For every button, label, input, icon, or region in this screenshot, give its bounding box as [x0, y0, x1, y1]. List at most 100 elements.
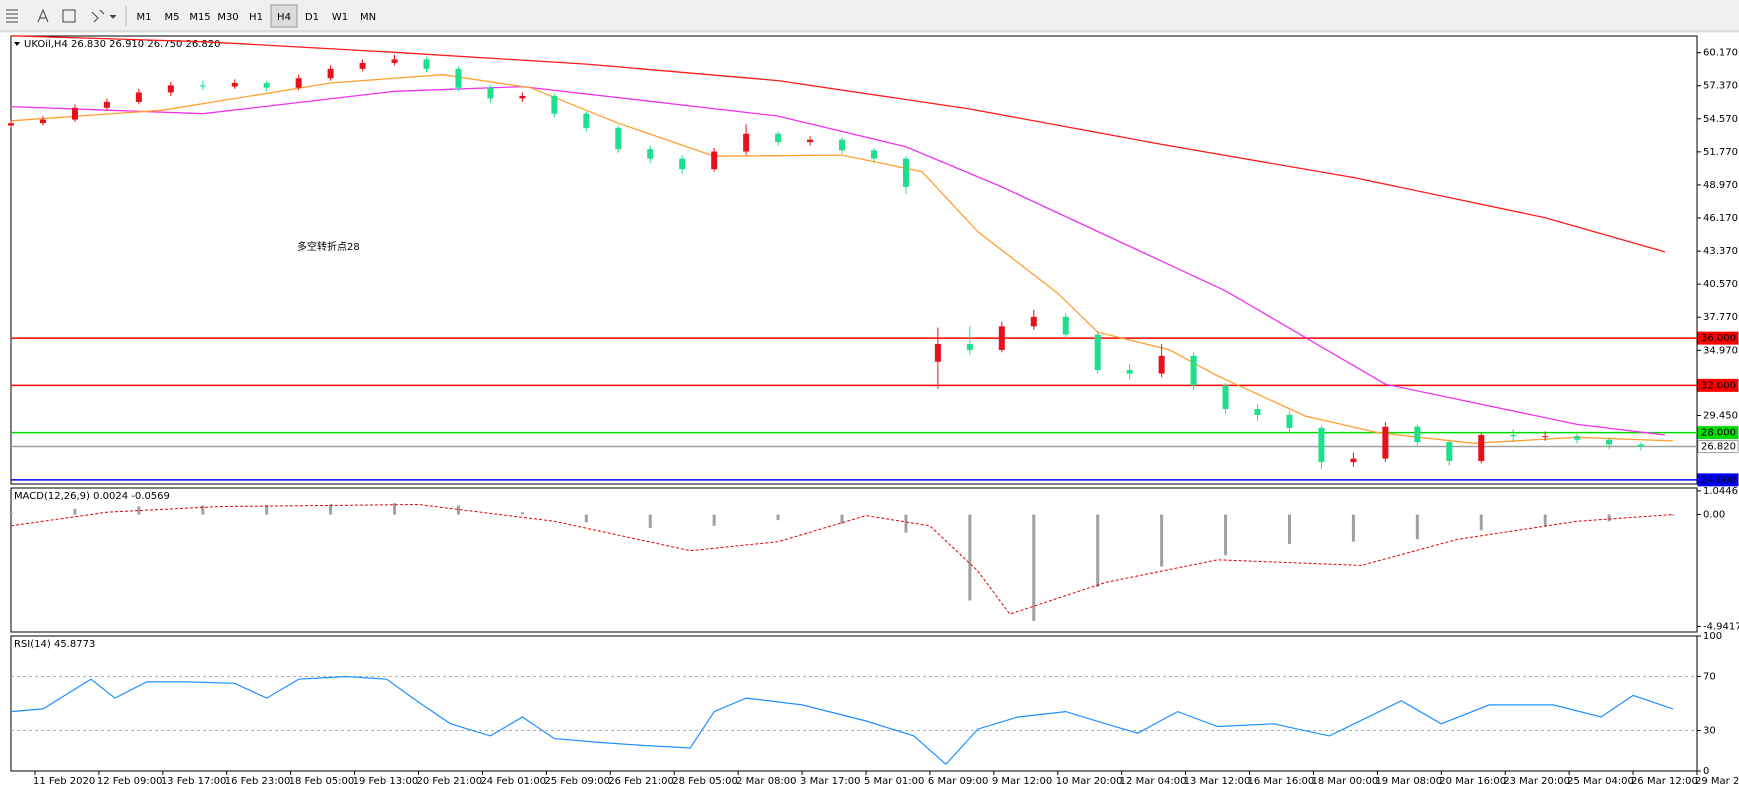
- candle-body: [1638, 444, 1645, 447]
- timeframe-label[interactable]: H4: [277, 12, 291, 23]
- dropdown[interactable]: [109, 14, 117, 19]
- timeframe-button[interactable]: [270, 4, 298, 28]
- timeframe-label[interactable]: M1: [137, 12, 152, 23]
- panel-title: RSI(14) 45.8773: [14, 639, 95, 650]
- candle-body: [231, 83, 238, 87]
- x-tick-label: 19 Feb 13:00: [353, 776, 419, 787]
- x-tick-label: 23 Mar 20:00: [1503, 776, 1570, 787]
- drawing-tools[interactable]: [6, 6, 127, 26]
- x-tick-label: 25 Mar 04:00: [1567, 776, 1634, 787]
- macd-bar: [648, 514, 652, 529]
- level-label-box: [1697, 440, 1739, 454]
- x-tick-label: 10 Mar 20:00: [1056, 776, 1123, 787]
- menu-icon[interactable]: [6, 9, 18, 23]
- timeframe-label[interactable]: M30: [217, 12, 238, 23]
- level-label-box: [1697, 426, 1739, 440]
- candle-body: [1414, 426, 1421, 443]
- macd-bar: [1543, 514, 1547, 526]
- macd-bar: [73, 508, 77, 515]
- candle-body: [1158, 355, 1165, 374]
- rsi-line: [10, 675, 1674, 766]
- candle-body: [679, 158, 686, 170]
- candle-body: [1030, 316, 1037, 327]
- x-tick-label: 24 Feb 01:00: [480, 776, 546, 787]
- candle-body: [1542, 436, 1549, 438]
- panel-title: UKOil,H4 26.830 26.910 26.750 26.820: [24, 39, 221, 50]
- macd-bar: [265, 504, 269, 515]
- candle-body: [711, 151, 718, 170]
- x-tick-label: 9 Mar 12:00: [992, 776, 1052, 787]
- candle-body: [775, 133, 782, 143]
- candle-body: [1350, 458, 1357, 463]
- shapes-tool[interactable]: [91, 9, 105, 23]
- macd-bar: [1607, 514, 1611, 522]
- candle-body: [1478, 434, 1485, 461]
- candle-body: [263, 83, 270, 88]
- timeframe-label[interactable]: H1: [249, 12, 263, 23]
- candle-body: [8, 123, 14, 126]
- candle-body: [615, 127, 622, 150]
- candle-body: [1382, 426, 1389, 459]
- level-label: 28.000: [1701, 428, 1736, 439]
- candle-body: [1606, 439, 1613, 445]
- y-tick-label: 51.770: [1703, 147, 1738, 158]
- candle-body: [455, 68, 462, 88]
- x-tick-label: 26 Feb 21:00: [608, 776, 674, 787]
- macd-bar: [137, 506, 141, 515]
- candle-body: [1254, 408, 1261, 415]
- candle-body: [998, 326, 1005, 350]
- macd-bar: [1287, 514, 1291, 544]
- timeframe-label[interactable]: M5: [165, 12, 180, 23]
- candle-body: [1222, 385, 1229, 409]
- y-tick-label: 60.170: [1703, 48, 1738, 59]
- label-tool[interactable]: [62, 9, 76, 23]
- macd-bar: [329, 504, 333, 515]
- candle-body: [839, 139, 846, 151]
- macd-bar: [1671, 514, 1675, 516]
- text-tool[interactable]: [37, 8, 49, 23]
- candle-body: [551, 96, 558, 114]
- timeframe-label[interactable]: W1: [332, 12, 348, 23]
- candle-body: [934, 344, 941, 362]
- macd-bar: [1096, 514, 1100, 587]
- candle-body: [583, 113, 590, 128]
- candle-body: [1286, 414, 1293, 428]
- y-tick-label: 57.370: [1703, 81, 1738, 92]
- candle-body: [966, 344, 973, 350]
- timeframe-label[interactable]: M15: [189, 12, 210, 23]
- level-label-box: [1697, 331, 1739, 345]
- candle-body: [1510, 434, 1517, 437]
- y-tick-label: 100: [1703, 631, 1722, 642]
- level-label: 32.000: [1701, 380, 1736, 391]
- x-tick-label: 19 Mar 08:00: [1375, 776, 1442, 787]
- candle-body: [39, 119, 46, 124]
- candle-body: [327, 68, 334, 79]
- x-tick-label: 25 Feb 09:00: [544, 776, 610, 787]
- level-label-box: [1697, 473, 1739, 487]
- candle-body: [359, 62, 366, 69]
- macd-bar: [904, 514, 908, 533]
- panel-frame: [10, 35, 1698, 485]
- y-tick-label: 0: [1703, 766, 1709, 777]
- macd-bar: [520, 512, 524, 515]
- candle-body: [103, 101, 110, 108]
- candle-body: [71, 107, 78, 120]
- x-tick-label: 12 Feb 09:00: [97, 776, 163, 787]
- timeframe-label[interactable]: D1: [305, 12, 319, 23]
- candle-body: [1318, 427, 1325, 463]
- candle-body: [519, 96, 526, 99]
- x-tick-label: 6 Mar 09:00: [928, 776, 988, 787]
- y-tick-label: -4.9417: [1703, 621, 1739, 632]
- x-tick-label: 20 Feb 21:00: [417, 776, 483, 787]
- y-tick-label: 43.370: [1703, 246, 1738, 257]
- macd-bar: [393, 503, 397, 515]
- macd-bar: [1351, 514, 1355, 542]
- timeframe-label[interactable]: MN: [360, 12, 376, 23]
- x-tick-label: 18 Feb 05:00: [289, 776, 355, 787]
- x-tick-label: 26 Mar 12:00: [1631, 776, 1698, 787]
- level-label: 26.820: [1701, 442, 1736, 453]
- x-tick-label: 3 Mar 17:00: [800, 776, 860, 787]
- candle-body: [1190, 355, 1197, 386]
- candle-body: [167, 85, 174, 93]
- level-label: 36.000: [1701, 333, 1736, 344]
